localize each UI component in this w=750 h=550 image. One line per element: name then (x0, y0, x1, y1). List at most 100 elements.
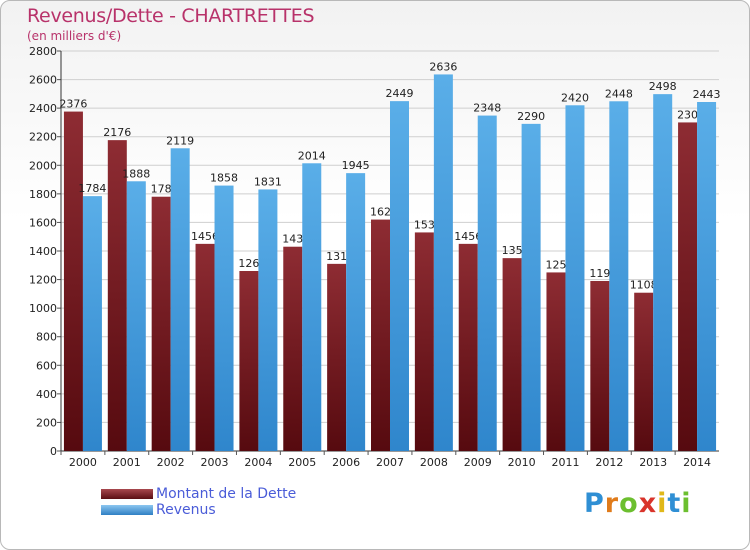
bar-revenus (126, 181, 146, 452)
legend-label-revenus: Revenus (156, 502, 216, 518)
bar-dette (634, 292, 654, 451)
data-label-dette: 178 (151, 183, 172, 196)
bar-dette (371, 219, 390, 451)
bar-dette (107, 140, 127, 451)
x-tick-label: 2014 (683, 456, 711, 469)
y-tick-label: 1200 (29, 274, 57, 287)
data-label-dette: 162 (370, 206, 391, 219)
y-tick-label: 600 (36, 359, 57, 372)
x-tick-label: 2001 (113, 456, 141, 469)
bar-dette (458, 243, 478, 451)
logo-letter: P (584, 488, 605, 519)
data-label-revenus: 2348 (473, 102, 501, 115)
bar-dette (283, 246, 303, 451)
bar-dette (678, 122, 698, 451)
bar-dette (546, 272, 566, 451)
y-tick-label: 2000 (29, 159, 57, 172)
data-label-dette: 126 (238, 257, 259, 270)
x-tick-label: 2011 (551, 456, 579, 469)
x-tick-label: 2009 (464, 456, 492, 469)
data-label-revenus: 2420 (561, 91, 589, 104)
x-tick-label: 2000 (69, 456, 97, 469)
x-tick-label: 2008 (420, 456, 448, 469)
data-label-revenus: 2443 (693, 88, 721, 101)
bar-dette (414, 232, 434, 451)
data-label-dette: 2176 (103, 126, 131, 139)
data-label-dette: 230 (677, 108, 698, 121)
data-label-dette: 153 (414, 218, 435, 231)
bar-revenus (214, 185, 234, 452)
data-label-revenus: 2119 (166, 134, 194, 147)
logo-letter: i (657, 488, 668, 519)
data-label-dette: 143 (282, 233, 303, 246)
bar-revenus (609, 101, 629, 452)
x-tick-label: 2004 (244, 456, 272, 469)
data-label-dette: 1456 (454, 230, 482, 243)
y-tick-label: 800 (36, 331, 57, 344)
bar-revenus (653, 94, 673, 452)
legend-swatch-revenus (101, 505, 153, 515)
data-label-dette: 119 (589, 267, 610, 280)
bar-dette (151, 196, 171, 451)
bar-revenus (258, 189, 278, 451)
bar-revenus (170, 148, 190, 452)
x-tick-label: 2010 (508, 456, 536, 469)
bar-revenus (697, 102, 717, 451)
data-label-dette: 131 (326, 250, 347, 263)
x-tick-label: 2013 (639, 456, 667, 469)
data-label-revenus: 2448 (605, 87, 633, 100)
data-label-dette: 1456 (191, 230, 219, 243)
data-label-dette: 135 (502, 244, 523, 257)
bar-revenus (346, 173, 366, 451)
logo-letter: x (638, 488, 658, 519)
bar-revenus (521, 123, 541, 451)
data-label-revenus: 1945 (342, 159, 370, 172)
y-tick-label: 2400 (29, 102, 57, 115)
data-label-revenus: 1858 (210, 172, 238, 185)
bar-revenus (433, 74, 453, 451)
x-tick-label: 2002 (157, 456, 185, 469)
y-tick-label: 2600 (29, 74, 57, 87)
data-label-revenus: 2014 (298, 149, 326, 162)
y-tick-label: 2200 (29, 131, 57, 144)
data-label-revenus: 1831 (254, 175, 282, 188)
data-label-dette: 1108 (630, 279, 658, 292)
logo-letter: t (667, 488, 682, 519)
y-tick-label: 1600 (29, 216, 57, 229)
chart-title: Revenus/Dette - CHARTRETTES (27, 5, 315, 27)
x-tick-label: 2012 (595, 456, 623, 469)
x-tick-label: 2005 (288, 456, 316, 469)
y-tick-label: 2800 (29, 45, 57, 58)
data-label-revenus: 2290 (517, 110, 545, 123)
y-tick-label: 1400 (29, 245, 57, 258)
bar-dette (327, 263, 347, 451)
bar-revenus (302, 163, 322, 452)
legend-label-dette: Montant de la Dette (156, 486, 297, 502)
y-tick-label: 1000 (29, 302, 57, 315)
bar-dette (195, 243, 215, 451)
legend-swatch-dette (101, 489, 153, 499)
bar-revenus (477, 115, 497, 452)
y-tick-label: 400 (36, 388, 57, 401)
y-tick-label: 200 (36, 416, 57, 429)
bar-revenus (82, 196, 102, 451)
logo-letter: r (604, 488, 620, 519)
chart-subtitle: (en milliers d'€) (27, 29, 122, 43)
data-label-revenus: 2498 (649, 80, 677, 93)
logo-letter: o (619, 488, 639, 519)
x-tick-label: 2003 (201, 456, 229, 469)
logo-letter: i (681, 488, 692, 519)
x-tick-label: 2006 (332, 456, 360, 469)
y-tick-label: 1800 (29, 188, 57, 201)
proxiti-logo: Proxiti (584, 488, 692, 519)
data-label-dette: 125 (545, 258, 566, 271)
x-tick-label: 2007 (376, 456, 404, 469)
bar-dette (63, 111, 83, 452)
bar-dette (502, 258, 522, 451)
data-label-revenus: 2449 (386, 87, 414, 100)
data-label-revenus: 1888 (122, 167, 150, 180)
data-label-revenus: 1784 (78, 182, 106, 195)
data-label-dette: 2376 (59, 98, 87, 111)
